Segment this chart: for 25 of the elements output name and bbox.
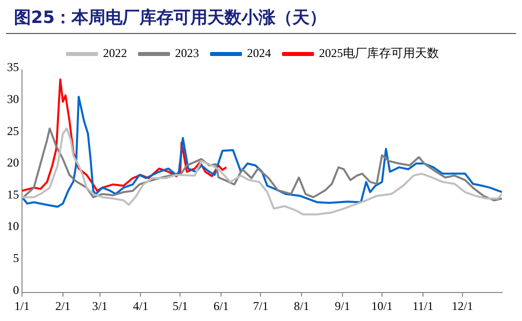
y-tick-label: 30	[7, 92, 19, 106]
y-tick-label: 15	[7, 187, 19, 202]
x-tick-label: 10/1	[371, 298, 393, 313]
legend-label: 2024	[247, 46, 271, 60]
x-tick-label: 4/1	[133, 298, 148, 313]
x-tick-label: 8/1	[294, 298, 310, 313]
legend-label: 2022	[103, 46, 127, 60]
legend-label: 2025电厂库存可用天数	[319, 46, 439, 60]
x-tick-label: 12/1	[452, 298, 474, 313]
chart-title: 图25：本周电厂库存可用天数小涨（天）	[6, 0, 516, 34]
y-tick-label: 25	[7, 124, 19, 138]
x-tick-label: 9/1	[334, 298, 350, 313]
y-tick-label: 10	[7, 219, 19, 234]
x-tick-label: 1/1	[14, 298, 30, 313]
x-tick-label: 3/1	[92, 298, 108, 313]
x-tick-label: 11/1	[412, 298, 434, 313]
y-tick-label: 5	[13, 250, 19, 265]
x-tick-label: 6/1	[213, 298, 229, 313]
x-tick-label: 2/1	[55, 298, 71, 313]
x-tick-label: 5/1	[172, 298, 188, 313]
y-tick-label: 0	[13, 282, 19, 297]
legend-label: 2023	[175, 46, 199, 60]
y-tick-label: 35	[7, 60, 19, 74]
y-tick-label: 20	[7, 156, 19, 170]
x-tick-label: 7/1	[253, 298, 268, 313]
